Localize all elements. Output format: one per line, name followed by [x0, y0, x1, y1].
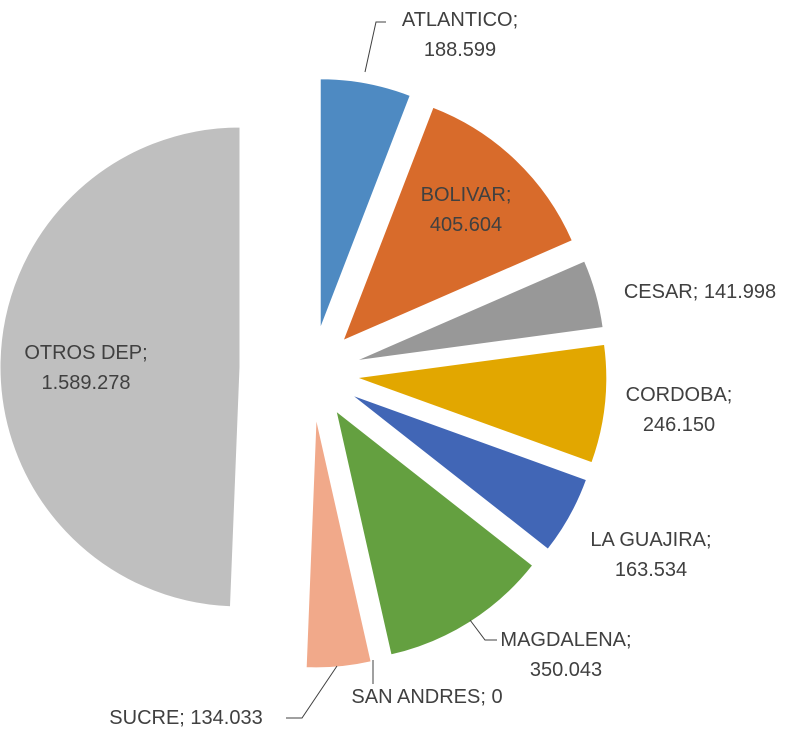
pie-slice [356, 343, 608, 464]
data-label: CESAR; 141.998 [623, 281, 777, 303]
data-label: OTROS DEP; 1.589.278 [24, 342, 148, 394]
leader-line [286, 665, 338, 719]
pie-slice [355, 260, 604, 362]
pie-slice [0, 126, 241, 608]
pie-slice [335, 409, 534, 656]
data-label: SAN ANDRES; 0 [351, 686, 503, 708]
pie-slice [351, 394, 588, 550]
data-label: MAGDALENA; 350.043 [500, 629, 632, 681]
data-label: LA GUAJIRA; 163.534 [590, 529, 712, 581]
leader-line [469, 619, 497, 641]
leader-line [364, 21, 386, 73]
data-label: ATLANTICO; 188.599 [401, 9, 519, 61]
data-label: SUCRE; 134.033 [109, 707, 263, 729]
pie-slice [319, 78, 411, 329]
pie-slice [321, 416, 378, 661]
data-label: CORDOBA; 246.150 [625, 384, 733, 436]
data-label: BOLIVAR; 405.604 [420, 184, 512, 236]
pie-slice [342, 106, 573, 342]
pie-slice [305, 417, 372, 669]
